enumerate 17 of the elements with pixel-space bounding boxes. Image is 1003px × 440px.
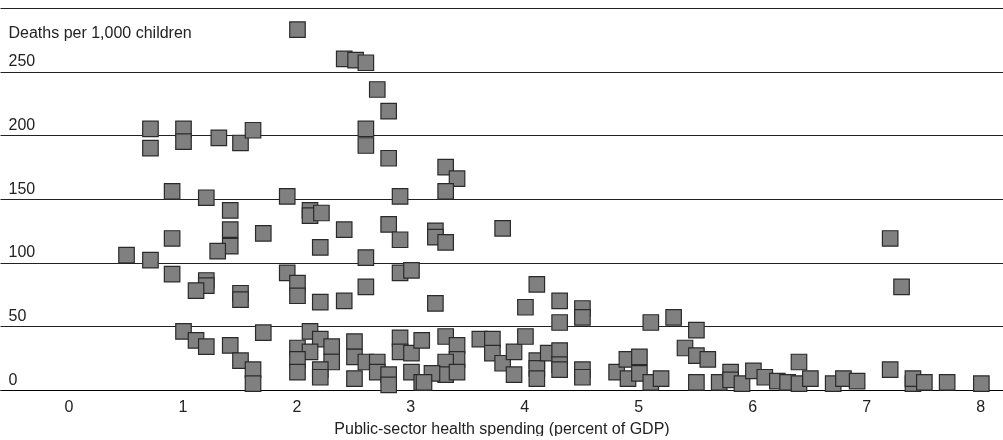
y-tick-label: 200 [8,115,36,133]
x-tick-label: 1 [178,397,188,415]
y-tick-label: 100 [8,243,36,261]
x-tick-label: 5 [634,397,644,415]
y-tick-label: 0 [8,370,18,388]
y-tick-label: 50 [8,306,27,324]
x-tick-label: 6 [748,397,758,415]
y-axis-title: Deaths per 1,000 children [8,23,192,41]
x-tick-label: 8 [976,397,986,415]
y-tick-label: 150 [8,179,36,197]
x-axis-title: Public-sector health spending (percent of GDP) [334,419,670,437]
x-tick-label: 3 [406,397,416,415]
x-tick-label: 2 [292,397,302,415]
x-tick-label: 4 [520,397,530,415]
x-tick-label: 7 [862,397,872,415]
x-tick-label: 0 [64,397,74,415]
y-tick-label: 250 [8,52,36,70]
